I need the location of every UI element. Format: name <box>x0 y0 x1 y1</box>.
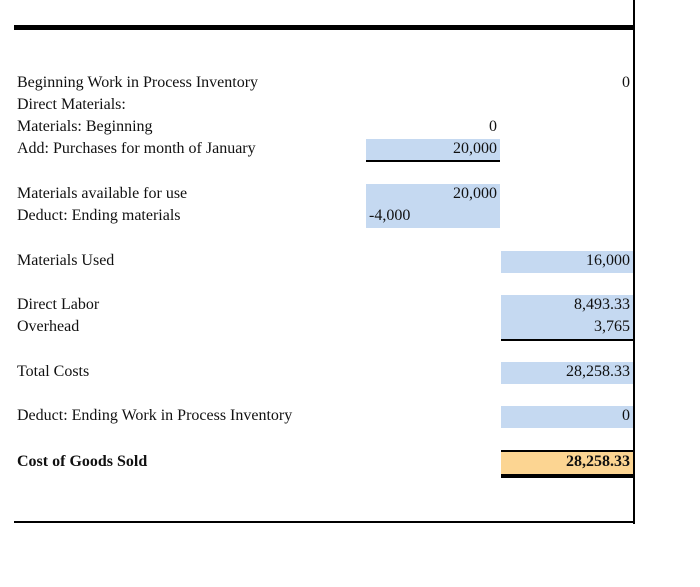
direct-materials-heading: Direct Materials: <box>17 96 126 113</box>
direct-labor-label: Direct Labor <box>17 296 100 313</box>
ending-materials-value[interactable]: -4,000 <box>366 206 500 228</box>
purchases-underline <box>366 160 500 162</box>
purchases-label: Add: Purchases for month of January <box>17 140 256 157</box>
cogs-double-underline <box>501 474 633 478</box>
materials-beginning-label: Materials: Beginning <box>17 118 153 135</box>
materials-available-label: Materials available for use <box>17 185 188 202</box>
overhead-value[interactable]: 3,765 <box>501 317 633 339</box>
ending-wip-label: Deduct: Ending Work in Process Inventory <box>17 407 293 424</box>
direct-labor-value[interactable]: 8,493.33 <box>501 295 633 317</box>
right-border-rule <box>633 0 635 524</box>
beginning-wip-value[interactable]: 0 <box>622 74 630 91</box>
materials-beginning-value[interactable]: 0 <box>489 118 497 135</box>
materials-used-label: Materials Used <box>17 252 115 269</box>
materials-available-value[interactable]: 20,000 <box>366 184 500 206</box>
cogs-value[interactable]: 28,258.33 <box>501 452 633 474</box>
materials-used-value[interactable]: 16,000 <box>501 251 633 273</box>
beginning-wip-label: Beginning Work in Process Inventory <box>17 74 259 91</box>
overhead-underline <box>501 339 633 341</box>
bottom-border-rule <box>14 521 634 523</box>
cogs-top-rule <box>501 450 633 452</box>
total-costs-label: Total Costs <box>17 363 90 380</box>
ending-wip-value[interactable]: 0 <box>501 406 633 428</box>
cogs-label: Cost of Goods Sold <box>17 453 148 470</box>
ending-materials-label: Deduct: Ending materials <box>17 207 181 224</box>
total-costs-value[interactable]: 28,258.33 <box>501 362 633 384</box>
top-border-rule <box>14 25 634 30</box>
purchases-value[interactable]: 20,000 <box>366 139 500 161</box>
overhead-label: Overhead <box>17 318 80 335</box>
